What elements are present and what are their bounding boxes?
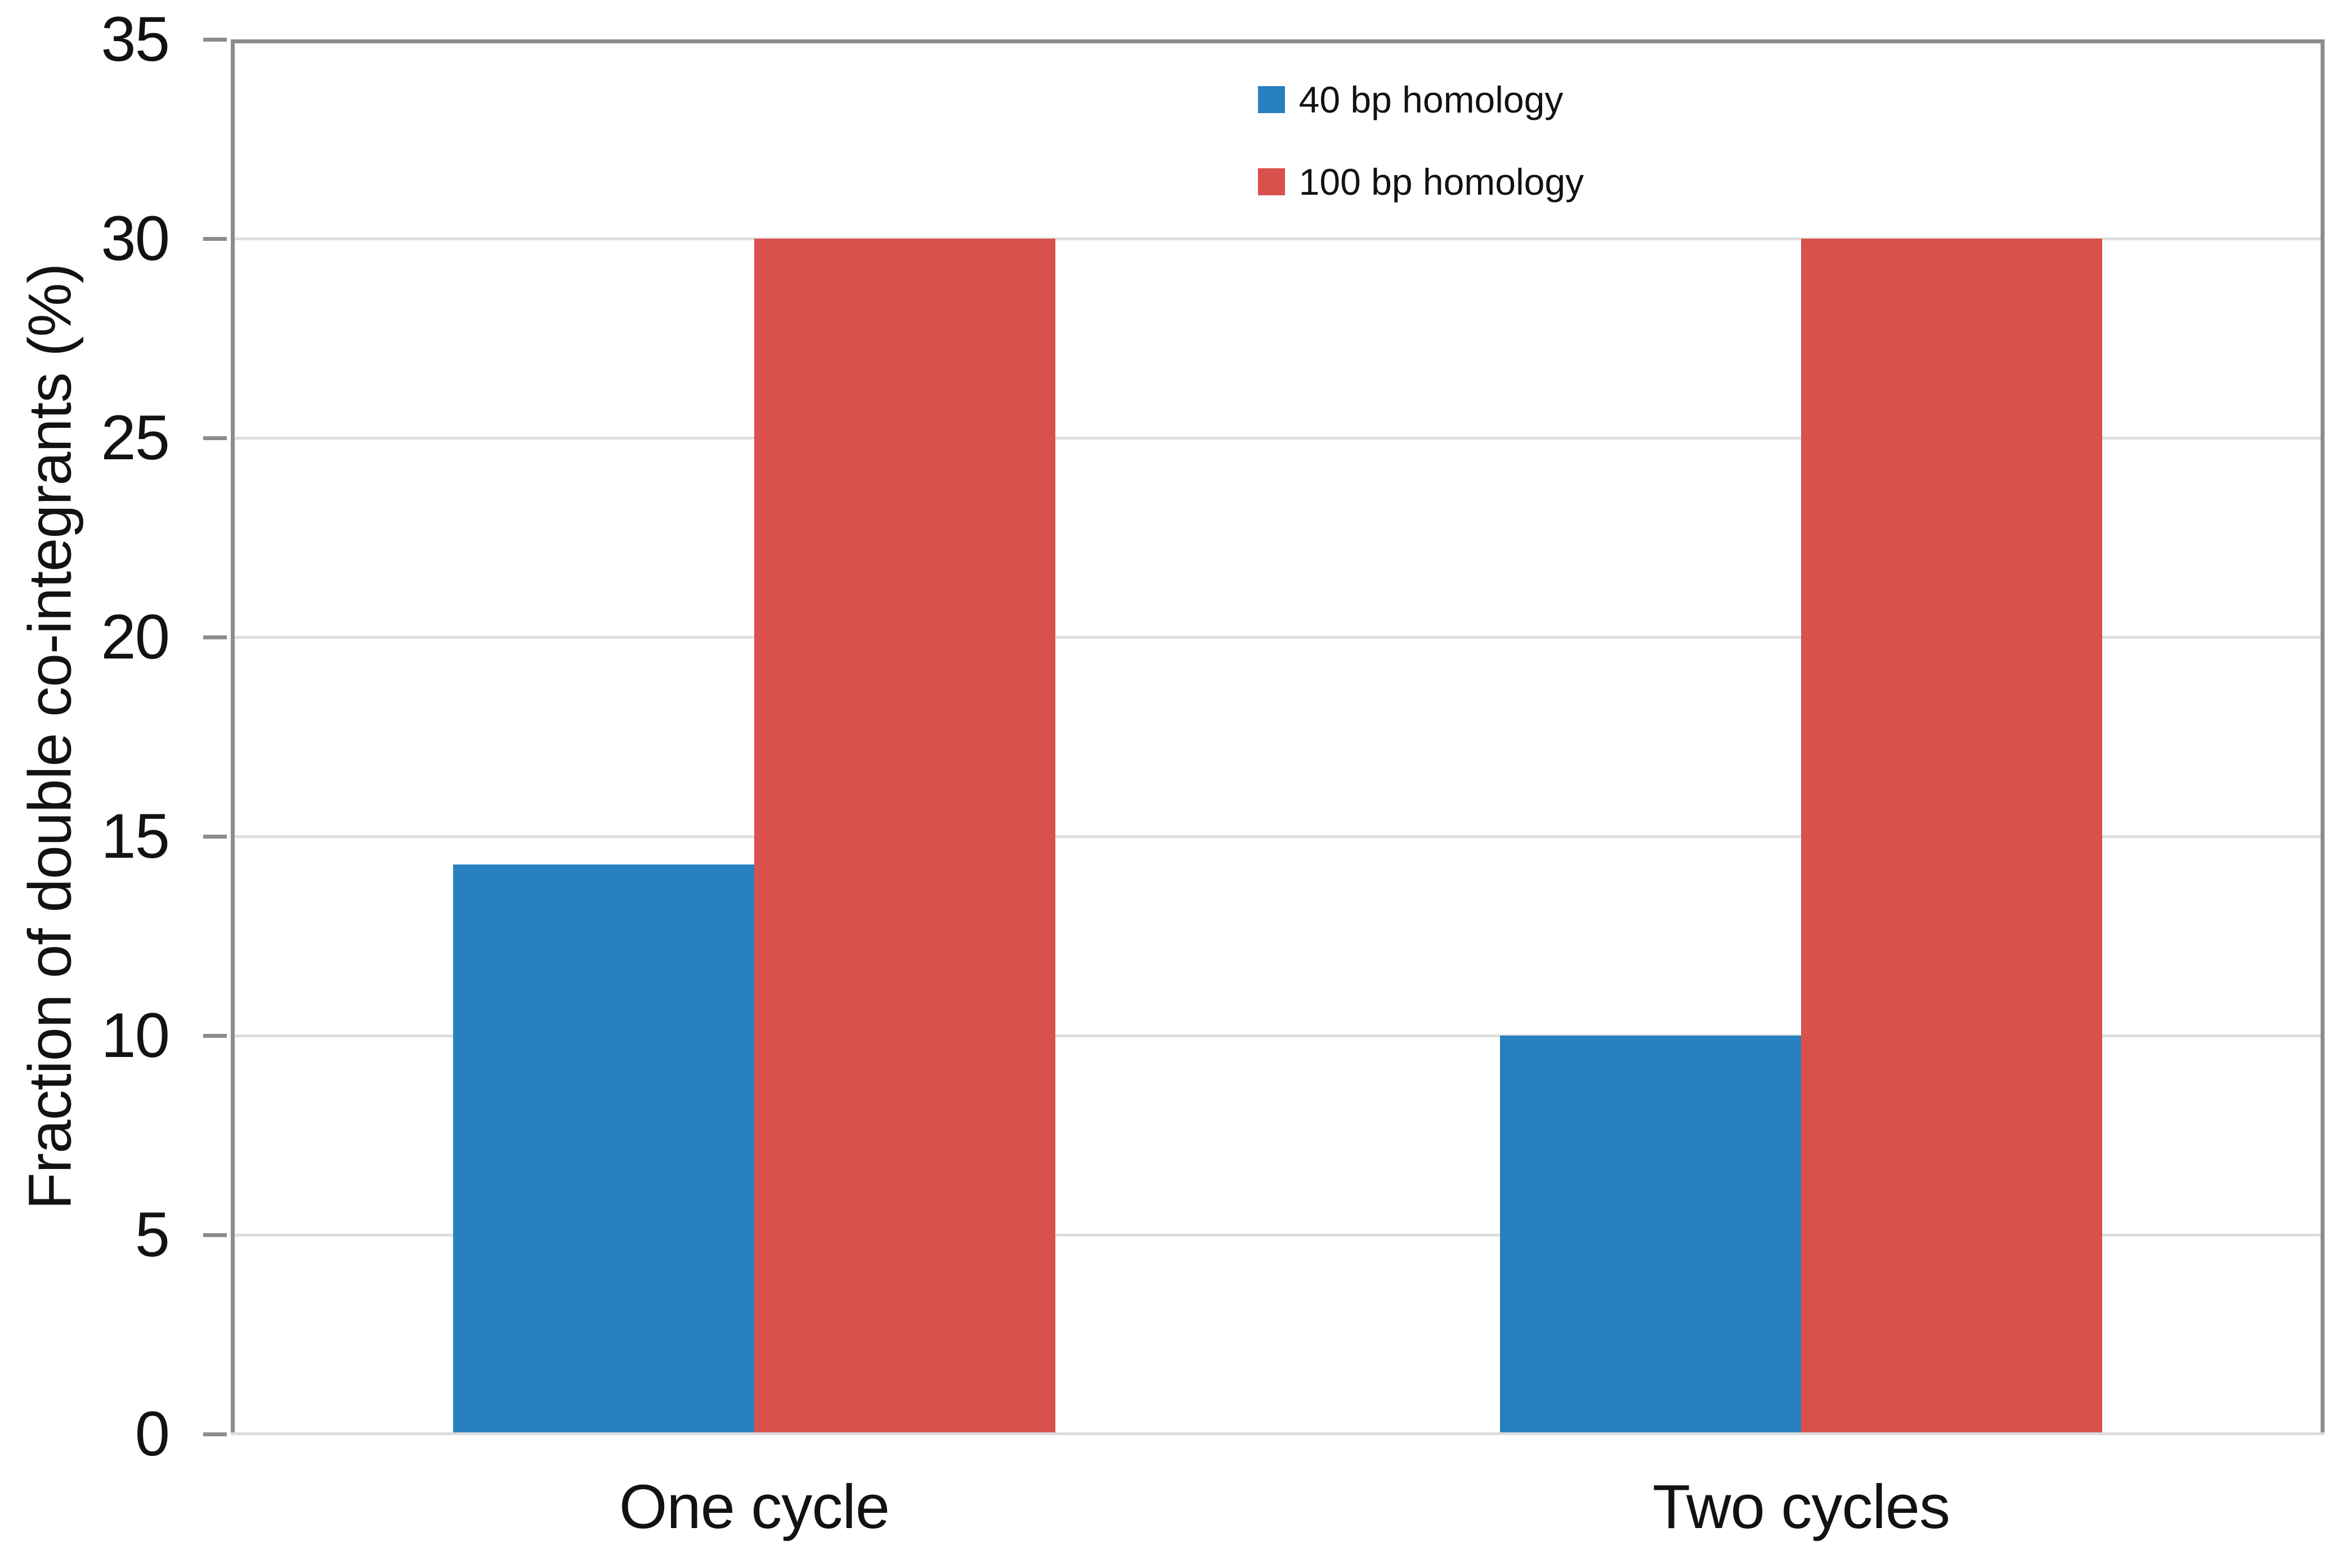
legend: 40 bp homology 100 bp homology bbox=[1257, 79, 1584, 250]
y-axis-tick-0 bbox=[203, 1432, 227, 1436]
y-axis-tick-5 bbox=[203, 1233, 227, 1237]
gridline-25 bbox=[231, 436, 2325, 440]
y-tick-label-15: 15 bbox=[101, 801, 170, 871]
y-axis-tick-labels: 0 5 10 15 20 25 30 35 bbox=[0, 8, 170, 1466]
x-category-label-two-cycles: Two cycles bbox=[1653, 1472, 1950, 1542]
y-tick-label-20: 20 bbox=[101, 602, 170, 672]
plot-area: 40 bp homology 100 bp homology bbox=[203, 38, 2325, 1436]
legend-label-100bp: 100 bp homology bbox=[1298, 161, 1584, 203]
y-tick-label-5: 5 bbox=[135, 1199, 170, 1270]
legend-item-40bp: 40 bp homology bbox=[1257, 79, 1584, 120]
plot-border-top bbox=[231, 39, 2325, 43]
bar-40bp-one-cycle bbox=[453, 864, 754, 1434]
plot-border-right bbox=[2321, 39, 2325, 1434]
gridline-30 bbox=[231, 237, 2325, 240]
gridline-5 bbox=[231, 1234, 2325, 1237]
gridline-15 bbox=[231, 835, 2325, 838]
bar-100bp-two-cycles bbox=[1801, 239, 2102, 1434]
legend-swatch-100bp-icon bbox=[1257, 168, 1285, 195]
y-tick-label-0: 0 bbox=[135, 1399, 170, 1469]
x-axis-baseline bbox=[231, 1432, 2325, 1435]
bar-40bp-two-cycles bbox=[1500, 1036, 1801, 1434]
y-tick-label-35: 35 bbox=[101, 4, 170, 74]
legend-item-100bp: 100 bp homology bbox=[1257, 161, 1584, 203]
y-tick-label-25: 25 bbox=[101, 402, 170, 473]
bar-100bp-one-cycle bbox=[754, 239, 1055, 1434]
y-tick-label-30: 30 bbox=[101, 203, 170, 274]
y-axis-tick-30 bbox=[203, 236, 227, 241]
y-axis-tick-10 bbox=[203, 1034, 227, 1038]
legend-label-40bp: 40 bp homology bbox=[1298, 79, 1564, 120]
y-axis-tick-25 bbox=[203, 436, 227, 440]
y-axis-tick-20 bbox=[203, 635, 227, 639]
legend-swatch-40bp-icon bbox=[1257, 86, 1285, 113]
y-axis-line bbox=[231, 39, 235, 1434]
gridline-10 bbox=[231, 1034, 2325, 1037]
y-tick-label-10: 10 bbox=[101, 1000, 170, 1070]
x-category-label-one-cycle: One cycle bbox=[619, 1472, 890, 1542]
x-axis-category-labels: One cycle Two cycles bbox=[231, 1468, 2325, 1552]
gridline-20 bbox=[231, 636, 2325, 639]
y-axis-tick-15 bbox=[203, 834, 227, 839]
y-axis-tick-35 bbox=[203, 38, 227, 42]
